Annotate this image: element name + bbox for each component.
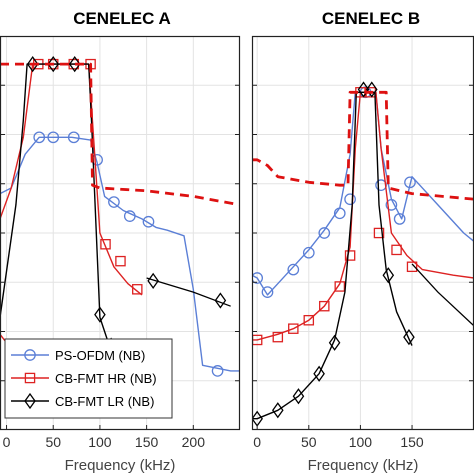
data-point: [147, 272, 159, 289]
data-point: [67, 131, 80, 144]
series-ps-ofdm-nb: [0, 131, 240, 377]
x-axis-label: Frequency (kHz): [308, 457, 419, 474]
data-point: [142, 215, 155, 228]
data-point: [385, 199, 398, 211]
data-point: [214, 292, 227, 309]
series-line: [252, 91, 413, 420]
legend-entry: PS-OFDM (NB): [11, 348, 145, 363]
data-point: [313, 365, 325, 382]
series-limit-mask: [252, 90, 474, 201]
data-point: [68, 56, 81, 73]
data-point: [318, 227, 331, 239]
data-point: [403, 329, 415, 346]
series-limit-mask: [0, 62, 240, 207]
series-line: [0, 136, 240, 372]
data-point: [108, 196, 120, 208]
plot-area: [252, 81, 474, 427]
x-tick-label: 100: [349, 434, 373, 450]
data-point: [272, 331, 284, 343]
data-point: [132, 284, 143, 295]
chart-panel-cenelec-b: CENELEC B 0 50 100 150 Frequency (kHz): [251, 9, 474, 474]
series-line: [252, 91, 474, 296]
series-cb-fmt-hr-nb: [0, 58, 143, 344]
data-point: [333, 207, 346, 220]
series-line: [0, 63, 143, 296]
data-point: [302, 246, 315, 259]
x-tick-label: 0: [253, 434, 261, 450]
chart-title: CENELEC B: [322, 9, 420, 28]
data-point: [288, 323, 299, 334]
series-line: [252, 91, 474, 341]
data-point: [26, 56, 39, 73]
x-tick-label: 150: [135, 434, 159, 450]
chart-panel-cenelec-a: CENELEC A 0 50 100 150 200 Frequency (kHz) PS-O…: [0, 9, 241, 474]
series-line: [411, 263, 474, 327]
legend-entry: CB-FMT LR (NB): [11, 392, 154, 410]
series-line: [0, 62, 240, 207]
data-point: [47, 131, 60, 144]
series-cb-fmt-lr-nb: [252, 81, 474, 427]
data-point: [334, 281, 346, 292]
data-point: [211, 365, 224, 377]
x-tick-label: 200: [182, 434, 206, 450]
data-point: [94, 306, 106, 323]
data-point: [357, 81, 370, 98]
series-cb-fmt-hr-nb: [252, 87, 474, 346]
data-point: [33, 131, 46, 144]
legend-label: CB-FMT HR (NB): [55, 371, 157, 386]
data-point: [47, 56, 60, 73]
legend-marker: [24, 392, 36, 410]
data-point: [373, 227, 385, 239]
data-point: [319, 300, 330, 312]
data-point: [252, 272, 264, 284]
data-point: [344, 193, 356, 206]
chart-title: CENELEC A: [73, 9, 171, 28]
data-point: [261, 286, 274, 298]
data-point: [287, 263, 300, 276]
data-point: [292, 388, 305, 405]
data-point: [391, 244, 402, 256]
data-point: [100, 239, 111, 250]
data-point: [365, 81, 378, 98]
x-tick-label: 150: [400, 434, 424, 450]
data-point: [303, 314, 315, 326]
x-axis-label: Frequency (kHz): [65, 457, 176, 474]
legend-entry: CB-FMT HR (NB): [11, 371, 157, 386]
series-ps-ofdm-nb: [252, 86, 474, 298]
data-point: [115, 255, 126, 267]
data-point: [404, 176, 416, 189]
legend-label: PS-OFDM (NB): [55, 348, 145, 363]
data-point: [375, 179, 387, 192]
plot-area: [0, 56, 240, 397]
legend: PS-OFDM (NB) CB-FMT HR (NB) CB-FMT LR (NB): [4, 338, 173, 419]
legend-marker: [24, 349, 36, 361]
data-point: [406, 261, 418, 273]
legend-marker: [24, 372, 36, 384]
legend-label: CB-FMT LR (NB): [55, 394, 154, 409]
data-point: [123, 210, 136, 222]
series-line: [252, 90, 474, 201]
data-point: [393, 213, 406, 225]
data-point: [328, 334, 341, 351]
x-tick-label: 50: [301, 434, 317, 450]
data-point: [344, 250, 356, 261]
x-tick-label: 0: [3, 434, 11, 450]
data-point: [272, 402, 284, 419]
data-point: [382, 267, 395, 284]
x-tick-label: 50: [45, 434, 61, 450]
series-line: [146, 277, 231, 307]
x-tick-label: 100: [88, 434, 112, 450]
grid: [252, 36, 474, 430]
